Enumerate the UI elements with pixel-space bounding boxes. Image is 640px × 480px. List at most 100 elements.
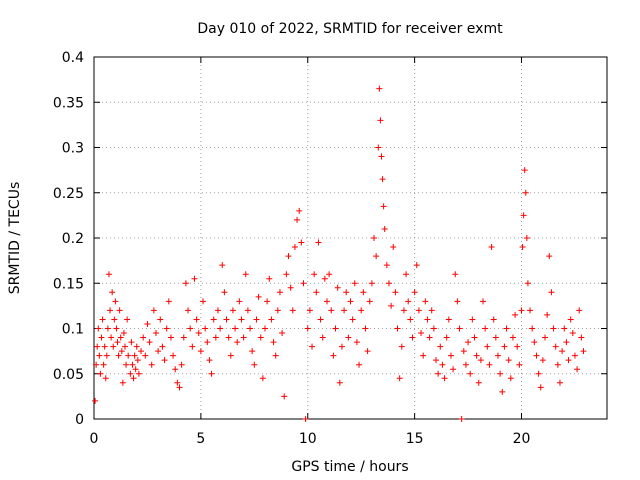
data-point: [561, 325, 568, 332]
data-point: [319, 334, 326, 341]
data-point: [112, 298, 119, 305]
data-point: [430, 325, 437, 332]
data-point: [347, 298, 354, 305]
data-point: [116, 307, 123, 314]
data-point: [274, 307, 281, 314]
data-point: [100, 361, 107, 368]
data-point: [556, 379, 563, 386]
data-point: [494, 352, 501, 359]
data-point: [123, 361, 130, 368]
data-point: [142, 352, 149, 359]
data-point: [170, 352, 177, 359]
data-point: [176, 384, 183, 391]
data-point: [535, 370, 542, 377]
data-point: [422, 298, 429, 305]
data-point: [371, 235, 378, 241]
data-point: [98, 334, 105, 341]
data-point: [521, 167, 528, 174]
data-point: [129, 361, 136, 368]
data-point: [571, 352, 578, 359]
data-point: [398, 343, 405, 350]
data-point: [206, 357, 213, 364]
data-point: [128, 339, 135, 346]
data-point: [531, 339, 538, 346]
data-point: [259, 375, 266, 382]
data-point: [405, 298, 412, 305]
data-point: [326, 271, 333, 278]
data-point: [189, 343, 196, 350]
data-point: [379, 176, 386, 183]
data-point: [332, 325, 339, 332]
data-point: [486, 361, 493, 368]
data-point: [257, 334, 264, 341]
data-point: [167, 334, 174, 341]
data-point: [377, 117, 384, 124]
data-point: [546, 253, 553, 260]
data-point: [471, 334, 478, 341]
data-point: [520, 212, 527, 219]
data-point: [490, 316, 497, 323]
data-point: [323, 298, 330, 305]
data-point: [576, 307, 583, 314]
data-point: [262, 325, 268, 332]
data-point: [114, 339, 121, 346]
data-point: [396, 375, 403, 382]
data-point: [317, 316, 324, 323]
x-axis: 0 5 10 15 20: [90, 57, 530, 447]
data-point: [518, 307, 525, 314]
data-point: [381, 225, 388, 232]
data-point: [191, 275, 198, 282]
data-point: [111, 316, 118, 323]
data-point: [180, 334, 187, 341]
data-point: [132, 366, 139, 373]
data-point: [110, 343, 117, 350]
data-point: [133, 343, 140, 350]
data-point: [217, 325, 224, 332]
data-point: [185, 307, 192, 314]
data-point: [163, 325, 170, 332]
x-tick-label: 0: [90, 431, 99, 447]
data-point: [441, 375, 448, 382]
data-point: [554, 361, 561, 368]
data-point: [445, 316, 452, 323]
data-point: [315, 239, 322, 246]
x-tick-label: 10: [299, 431, 317, 447]
data-point: [512, 311, 519, 318]
data-point: [507, 375, 514, 382]
data-point: [460, 348, 467, 355]
data-point: [135, 370, 142, 377]
data-point: [578, 334, 585, 341]
data-point: [574, 366, 581, 373]
data-point: [563, 339, 570, 346]
data-point: [514, 343, 521, 350]
data-point: [221, 289, 228, 296]
data-point: [358, 307, 365, 314]
data-point: [424, 316, 431, 323]
data-point: [238, 316, 245, 323]
data-point: [251, 361, 258, 368]
data-point: [193, 316, 200, 323]
x-tick-label: 5: [196, 431, 205, 447]
data-point: [309, 343, 316, 350]
data-point: [497, 370, 504, 377]
data-point: [266, 275, 273, 282]
data-point: [223, 316, 230, 323]
data-point: [439, 361, 446, 368]
data-point: [313, 289, 320, 296]
data-point: [433, 357, 439, 364]
data-point: [548, 289, 555, 296]
data-point: [119, 379, 126, 386]
data-point: [400, 307, 407, 314]
data-point: [279, 330, 286, 337]
data-point: [104, 325, 111, 332]
data-point: [229, 307, 236, 314]
data-point: [210, 316, 217, 323]
data-point: [428, 307, 435, 314]
data-point: [96, 352, 103, 359]
data-point: [559, 348, 566, 355]
data-point: [155, 348, 162, 355]
data-point: [244, 307, 251, 314]
data-point: [285, 253, 292, 260]
data-point: [330, 352, 337, 359]
data-point: [304, 325, 311, 332]
